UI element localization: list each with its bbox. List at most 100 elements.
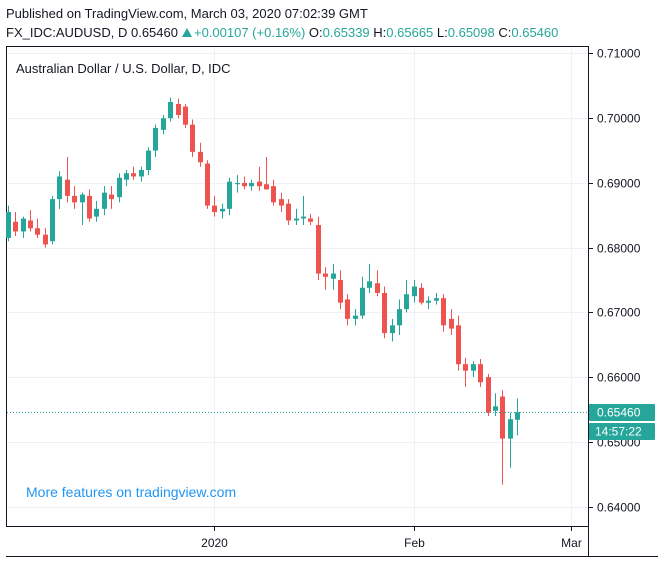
candle-up (515, 398, 520, 436)
symbol-label: FX_IDC:AUDUSD, D (6, 25, 128, 40)
candle-body (235, 182, 240, 185)
candle-up (471, 360, 476, 378)
candle-down (338, 270, 343, 310)
candle-body (271, 186, 276, 203)
candle-down (463, 357, 468, 387)
candle-body (109, 194, 114, 200)
candle-body (249, 182, 254, 187)
candle-body (205, 163, 210, 206)
candle-body (508, 419, 513, 439)
candle-up (80, 192, 85, 226)
candle-down (441, 294, 446, 332)
open-label: O: (308, 25, 323, 40)
candle-body (13, 221, 18, 232)
candle-body (220, 208, 225, 212)
candle-up (249, 179, 254, 191)
candle-body (338, 280, 343, 303)
candle-body (294, 218, 299, 221)
x-tick-label: Mar (561, 536, 582, 550)
grid-lines (7, 47, 588, 526)
y-tick-label: 0.69000 (597, 177, 641, 191)
candle-body (367, 281, 372, 288)
candle-down (316, 216, 321, 281)
candle-body (131, 173, 136, 177)
y-tick-label: 0.70000 (597, 112, 641, 126)
candle-body (426, 300, 431, 303)
candle-body (153, 127, 158, 151)
candle-body (286, 203, 291, 221)
candle-up (508, 412, 513, 468)
candle-up (94, 201, 99, 222)
candle-down (205, 160, 210, 209)
candle-up (360, 276, 365, 319)
quote-line: FX_IDC:AUDUSD, D 0.65460 +0.00107 (+0.16%… (6, 25, 558, 40)
candle-down (198, 142, 203, 167)
candle-down (183, 103, 188, 128)
candle-body (323, 273, 328, 277)
candle-body (486, 377, 491, 413)
countdown-text: 14:57:22 (595, 425, 642, 439)
candle-down (65, 157, 70, 203)
candle-body (190, 124, 195, 152)
candle-body (412, 286, 417, 297)
candle-up (434, 292, 439, 305)
candle-down (242, 176, 247, 190)
candle-body (212, 205, 217, 213)
promo-link[interactable]: More features on tradingview.com (26, 484, 236, 500)
candle-body (390, 325, 395, 334)
candle-body (257, 181, 262, 187)
candle-up (426, 296, 431, 310)
candle-body (382, 292, 387, 334)
candle-up (397, 299, 402, 336)
candle-down (279, 192, 284, 213)
time-axis: 2020 Feb Mar (201, 526, 582, 550)
candle-body (493, 406, 498, 411)
candle-down (257, 166, 262, 191)
candle-up (153, 124, 158, 158)
candle-body (35, 228, 40, 235)
candle-down (345, 294, 350, 326)
candle-up (412, 280, 417, 303)
candle-up (493, 393, 498, 416)
candle-body (198, 151, 203, 163)
candle-body (331, 273, 336, 279)
candles (6, 97, 520, 485)
candle-body (308, 218, 313, 222)
candle-up (161, 114, 166, 135)
price-change: +0.00107 (+0.16%) (193, 25, 306, 40)
close-value: 0.65460 (511, 25, 559, 40)
x-tick-label: 2020 (201, 536, 228, 550)
low-label: L: (436, 25, 448, 40)
candle-body (183, 106, 188, 125)
candle-body (345, 299, 350, 319)
candle-body (57, 176, 62, 200)
candle-body (463, 364, 468, 371)
candle-up (139, 166, 144, 182)
x-tick-label: Feb (404, 536, 425, 550)
candle-down (212, 195, 217, 217)
candle-up (294, 208, 299, 226)
candle-up (102, 186, 107, 216)
close-label: C: (498, 25, 512, 40)
candle-up (124, 169, 129, 187)
chart-title: Australian Dollar / U.S. Dollar, D, IDC (16, 61, 231, 76)
candle-up (21, 216, 26, 238)
high-label: H: (373, 25, 387, 40)
candle-down (271, 179, 276, 206)
candle-body (146, 150, 151, 170)
candle-up (367, 263, 372, 293)
candle-down (28, 210, 33, 232)
candle-down (456, 315, 461, 371)
candle-body (375, 283, 380, 293)
candle-body (94, 208, 99, 217)
candle-down (131, 166, 136, 180)
candle-up (390, 318, 395, 342)
y-tick-label: 0.71000 (597, 47, 641, 61)
candle-down (43, 228, 48, 248)
candle-body (449, 318, 454, 329)
candle-up (235, 175, 240, 193)
candle-down (419, 283, 424, 305)
candle-up (50, 195, 55, 245)
candle-body (227, 181, 232, 209)
